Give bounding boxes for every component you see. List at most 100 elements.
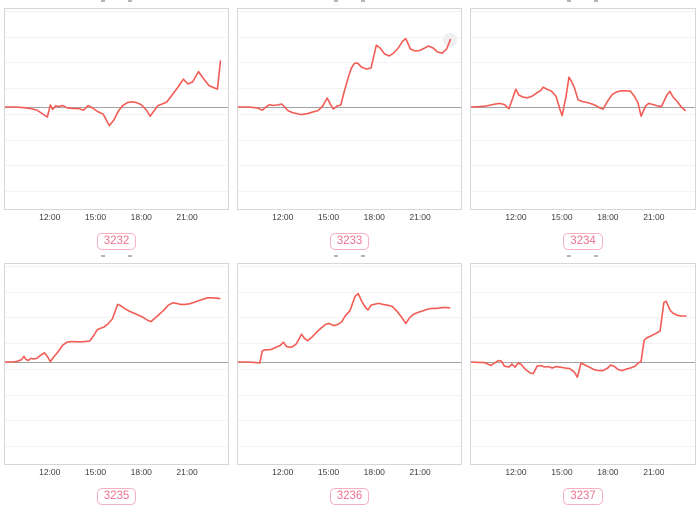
chart-panel-3233: 12:00 15:00 18:00 21:00 3233 xyxy=(233,0,466,255)
h-gridline xyxy=(238,291,461,293)
zero-baseline xyxy=(5,362,228,363)
x-tick-label: 18:00 xyxy=(130,467,152,477)
h-gridline xyxy=(238,114,461,115)
h-gridline xyxy=(5,36,228,38)
plot-area[interactable] xyxy=(4,263,229,465)
x-axis-ticks: 12:00 15:00 18:00 21:00 xyxy=(237,210,462,224)
zero-baseline xyxy=(471,362,695,363)
x-tick-label: 12:00 xyxy=(272,467,294,477)
zero-baseline xyxy=(471,107,695,108)
x-axis-ticks: 12:00 15:00 18:00 21:00 xyxy=(470,465,696,479)
clipped-title-fragment xyxy=(0,255,233,263)
x-tick-label: 21:00 xyxy=(643,212,665,222)
x-tick-label: 15:00 xyxy=(84,467,107,477)
x-axis-ticks: 12:00 15:00 18:00 21:00 xyxy=(470,210,696,224)
h-gridline xyxy=(471,369,695,370)
h-gridline xyxy=(5,369,228,370)
h-gridline xyxy=(471,343,695,345)
x-tick-label: 15:00 xyxy=(551,467,573,477)
x-tick-label: 12:00 xyxy=(505,467,527,477)
chart-id-badge[interactable]: 3236 xyxy=(329,488,370,505)
badge-row: 3237 xyxy=(466,486,700,505)
plot-area[interactable] xyxy=(470,8,696,210)
x-axis-ticks: 12:00 15:00 18:00 21:00 xyxy=(237,465,462,479)
h-gridline xyxy=(238,420,461,422)
h-gridline xyxy=(471,446,695,448)
h-gridline xyxy=(238,11,461,12)
x-tick-label: 21:00 xyxy=(176,467,198,477)
chart-panel-3237: 12:00 15:00 18:00 21:00 3237 xyxy=(466,255,700,509)
h-gridline xyxy=(5,191,228,193)
chart-id-badge[interactable]: 3234 xyxy=(563,233,603,250)
chart-id-badge[interactable]: 3235 xyxy=(96,488,137,505)
h-gridline xyxy=(238,36,461,38)
h-gridline xyxy=(471,394,695,396)
x-tick-label: 15:00 xyxy=(317,467,340,477)
plot-area[interactable] xyxy=(237,263,462,465)
h-gridline xyxy=(471,266,695,267)
chart-panel-3235: 12:00 15:00 18:00 21:00 3235 xyxy=(0,255,233,509)
h-gridline xyxy=(5,317,228,319)
x-tick-label: 18:00 xyxy=(363,467,385,477)
h-gridline xyxy=(471,291,695,293)
h-gridline xyxy=(238,446,461,448)
h-gridline xyxy=(238,139,461,141)
plot-area[interactable] xyxy=(470,263,696,465)
h-gridline xyxy=(5,266,228,267)
h-gridline xyxy=(5,11,228,12)
h-gridline xyxy=(238,266,461,267)
h-gridline xyxy=(5,165,228,167)
h-gridline xyxy=(238,317,461,319)
clipped-title-fragment xyxy=(233,255,466,263)
h-gridline xyxy=(238,62,461,64)
h-gridline xyxy=(471,191,695,193)
x-tick-label: 18:00 xyxy=(130,212,152,222)
x-tick-label: 21:00 xyxy=(409,212,431,222)
h-gridline xyxy=(238,165,461,167)
plot-area[interactable] xyxy=(237,8,462,210)
h-gridline xyxy=(5,139,228,141)
line-series xyxy=(238,264,461,464)
x-tick-label: 12:00 xyxy=(39,467,61,477)
zero-baseline xyxy=(238,362,461,363)
badge-row: 3234 xyxy=(466,231,700,250)
h-gridline xyxy=(238,343,461,345)
chart-id-badge[interactable]: 3232 xyxy=(96,233,137,250)
chart-panel-3236: 12:00 15:00 18:00 21:00 3236 xyxy=(233,255,466,509)
h-gridline xyxy=(471,36,695,38)
chart-panel-3234: 12:00 15:00 18:00 21:00 3234 xyxy=(466,0,700,255)
h-gridline xyxy=(471,139,695,141)
h-gridline xyxy=(471,11,695,12)
line-series xyxy=(238,9,461,209)
x-tick-label: 15:00 xyxy=(317,212,340,222)
chart-panel-3232: 12:00 15:00 18:00 21:00 3232 xyxy=(0,0,233,255)
h-gridline xyxy=(5,88,228,90)
h-gridline xyxy=(471,317,695,319)
h-gridline xyxy=(471,114,695,115)
h-gridline xyxy=(471,62,695,64)
plot-area[interactable] xyxy=(4,8,229,210)
badge-row: 3236 xyxy=(233,486,466,505)
x-tick-label: 18:00 xyxy=(597,212,619,222)
badge-row: 3235 xyxy=(0,486,233,505)
x-tick-label: 12:00 xyxy=(272,212,294,222)
h-gridline xyxy=(471,165,695,167)
h-gridline xyxy=(471,88,695,90)
clipped-title-fragment xyxy=(466,0,700,8)
line-series xyxy=(471,264,695,464)
chart-id-badge[interactable]: 3233 xyxy=(329,233,370,250)
x-tick-label: 12:00 xyxy=(505,212,527,222)
h-gridline xyxy=(5,446,228,448)
x-tick-label: 21:00 xyxy=(409,467,431,477)
x-tick-label: 12:00 xyxy=(39,212,61,222)
line-series xyxy=(5,9,228,209)
clipped-title-fragment xyxy=(233,0,466,8)
chart-id-badge[interactable]: 3237 xyxy=(563,488,603,505)
x-tick-label: 18:00 xyxy=(363,212,385,222)
x-axis-ticks: 12:00 15:00 18:00 21:00 xyxy=(4,210,229,224)
h-gridline xyxy=(238,88,461,90)
clipped-title-fragment xyxy=(466,255,700,263)
clipped-title-fragment xyxy=(0,0,233,8)
x-tick-label: 21:00 xyxy=(643,467,665,477)
